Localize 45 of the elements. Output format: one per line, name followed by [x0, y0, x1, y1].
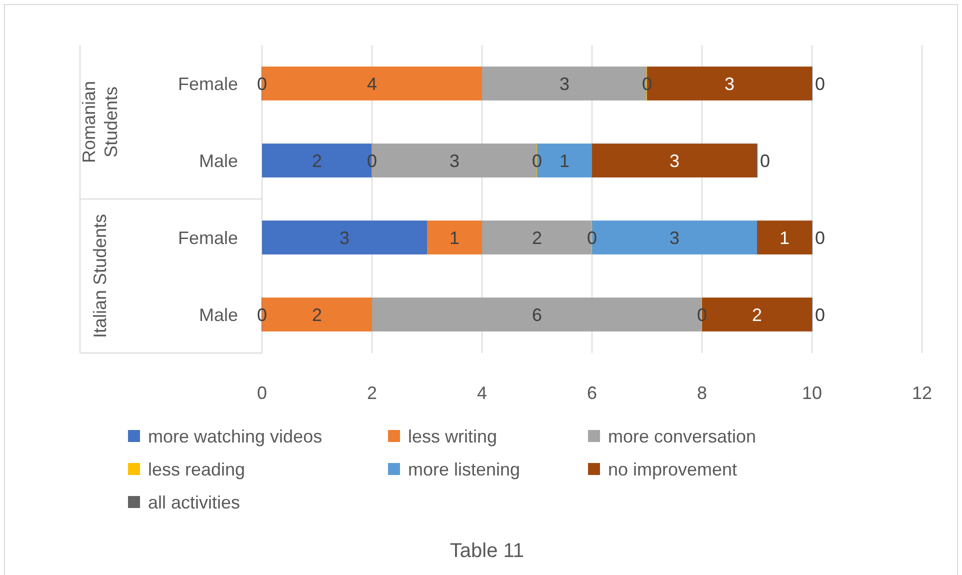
x-tick-label: 6 — [586, 382, 598, 403]
data-label: 4 — [366, 74, 378, 94]
x-tick-label: 12 — [912, 382, 932, 403]
data-label: 2 — [532, 228, 542, 248]
x-tick-label: 0 — [256, 382, 268, 403]
y-tick-label: Male — [198, 304, 238, 325]
data-label: 3 — [724, 74, 735, 94]
data-label: 0 — [256, 74, 268, 94]
data-label: 2 — [752, 304, 762, 325]
data-label: 0 — [815, 74, 826, 94]
x-tick-label: 10 — [802, 382, 822, 403]
y-tick-label: Female — [178, 228, 238, 248]
data-label: 3 — [669, 150, 680, 171]
data-label: 2 — [312, 150, 322, 171]
y-tick-label: Male — [198, 150, 238, 171]
data-label: 0 — [366, 150, 378, 171]
data-label: 3 — [339, 228, 350, 248]
data-label: 1 — [779, 228, 790, 248]
legend-label: less reading — [148, 459, 246, 480]
legend-label: more conversation — [608, 426, 756, 446]
text: Italian Students — [90, 214, 110, 338]
data-label: 0 — [760, 150, 770, 171]
data-label: 0 — [256, 304, 268, 325]
text: Table 11 — [450, 540, 524, 562]
data-label: 0 — [815, 304, 826, 325]
data-label: 1 — [449, 228, 460, 248]
legend-label: all activities — [148, 492, 240, 512]
x-tick-label: 2 — [366, 382, 378, 403]
legend-label: no improvement — [608, 459, 738, 480]
x-tick-label: 8 — [696, 382, 708, 403]
legend-label: more watching videos — [148, 426, 322, 446]
data-label: 3 — [669, 228, 680, 248]
data-label: 2 — [312, 304, 322, 325]
data-label: 0 — [815, 228, 826, 248]
data-label: 3 — [449, 150, 460, 171]
text: Romanian Students — [79, 80, 121, 164]
data-label: 0 — [642, 74, 652, 94]
legend-label: more listening — [408, 459, 520, 480]
data-label: 0 — [696, 304, 708, 325]
x-tick-label: 4 — [476, 382, 488, 403]
data-label: 1 — [559, 150, 570, 171]
y-tick-label: Female — [178, 74, 238, 94]
data-label: 3 — [559, 74, 570, 94]
legend-label: less writing — [408, 426, 498, 446]
data-label: 6 — [532, 304, 542, 325]
